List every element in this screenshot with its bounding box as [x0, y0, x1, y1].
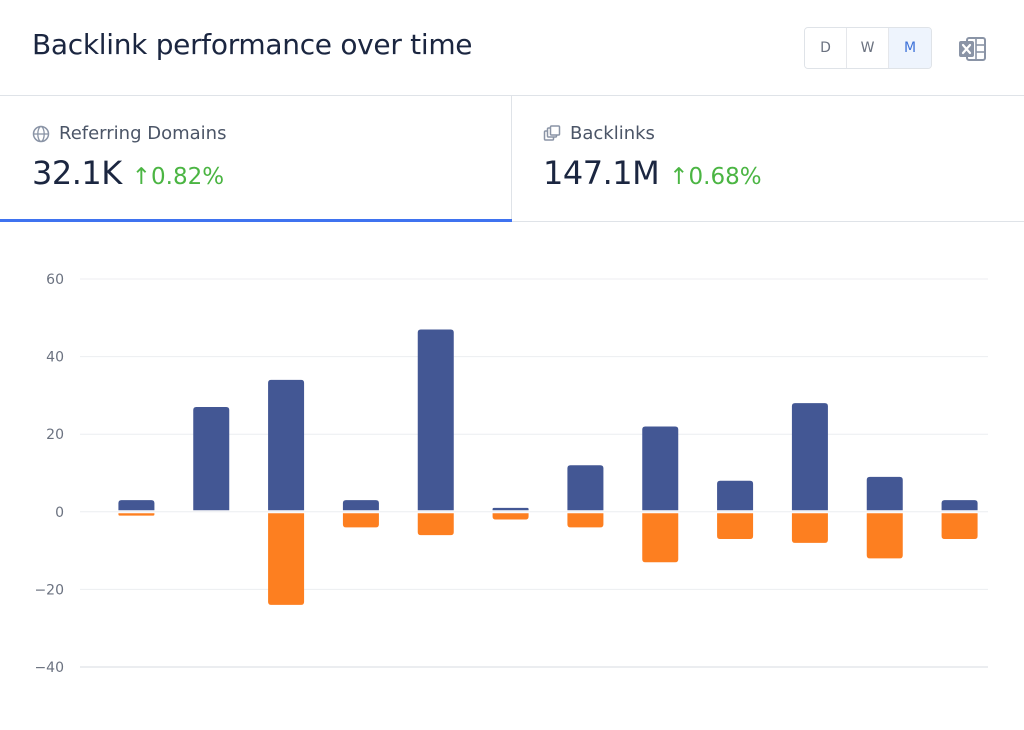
- bar-positive: [567, 465, 604, 511]
- chart-header: Backlink performance over time D W M: [0, 0, 1024, 96]
- y-tick-label: 60: [46, 272, 64, 288]
- tab-backlinks-label: Backlinks: [543, 123, 655, 144]
- globe-icon: [32, 125, 50, 142]
- period-selector: D W M: [804, 27, 932, 69]
- bar-positive: [342, 500, 379, 511]
- page-title: Backlink performance over time: [32, 28, 473, 61]
- bar-negative: [791, 513, 828, 543]
- y-tick-label: 0: [55, 505, 64, 521]
- bar-positive: [717, 480, 754, 511]
- period-week-button[interactable]: W: [847, 28, 889, 68]
- bar-positive: [118, 500, 155, 511]
- tab-referring-domains[interactable]: Referring Domains 32.1K ↑0.82%: [0, 96, 512, 222]
- metric-value: 32.1K: [32, 154, 122, 192]
- bar-positive: [866, 476, 903, 511]
- bar-negative: [717, 513, 754, 539]
- bar-positive: [791, 403, 828, 511]
- metric-value-row: 32.1K ↑0.82%: [32, 154, 224, 192]
- metric-tabs: Referring Domains 32.1K ↑0.82% Backlinks…: [0, 96, 1024, 222]
- metric-label: Referring Domains: [59, 123, 227, 144]
- bar-negative: [642, 513, 679, 563]
- bar-negative: [492, 513, 529, 520]
- bar-positive: [417, 329, 454, 511]
- y-tick-label: 20: [46, 427, 64, 443]
- bar-negative: [342, 513, 379, 528]
- arrow-up-icon: ↑: [669, 164, 689, 190]
- excel-icon[interactable]: [958, 35, 988, 63]
- metric-value-row: 147.1M ↑0.68%: [543, 154, 762, 192]
- bar-negative: [567, 513, 604, 528]
- bar-positive: [941, 500, 978, 511]
- arrow-up-icon: ↑: [131, 164, 152, 190]
- y-tick-label: 40: [46, 350, 64, 366]
- chart-svg: 60 40 20 0 −20 −40: [34, 272, 988, 676]
- period-day-button[interactable]: D: [805, 28, 847, 68]
- bar-positive: [492, 507, 529, 511]
- y-tick-label: −20: [34, 582, 64, 598]
- copy-icon: [543, 124, 561, 141]
- metric-change: ↑0.68%: [669, 164, 762, 190]
- period-month-button[interactable]: M: [889, 28, 931, 68]
- bar-positive: [268, 379, 305, 511]
- metric-label: Backlinks: [570, 123, 655, 144]
- y-tick-label: −40: [34, 660, 64, 676]
- bar-negative: [118, 513, 155, 516]
- bar-negative: [268, 513, 305, 605]
- bar-chart: 60 40 20 0 −20 −40: [0, 222, 1024, 726]
- bar-positive: [642, 426, 679, 511]
- tab-referring-domains-label: Referring Domains: [32, 123, 226, 144]
- bar-positive: [193, 407, 230, 511]
- metric-change: ↑0.82%: [131, 164, 225, 190]
- tab-backlinks[interactable]: Backlinks 147.1M ↑0.68%: [512, 96, 1024, 221]
- bar-negative: [941, 513, 978, 539]
- metric-value: 147.1M: [543, 154, 660, 192]
- bar-negative: [866, 513, 903, 559]
- active-tab-indicator: [0, 219, 512, 222]
- bar-negative: [417, 513, 454, 536]
